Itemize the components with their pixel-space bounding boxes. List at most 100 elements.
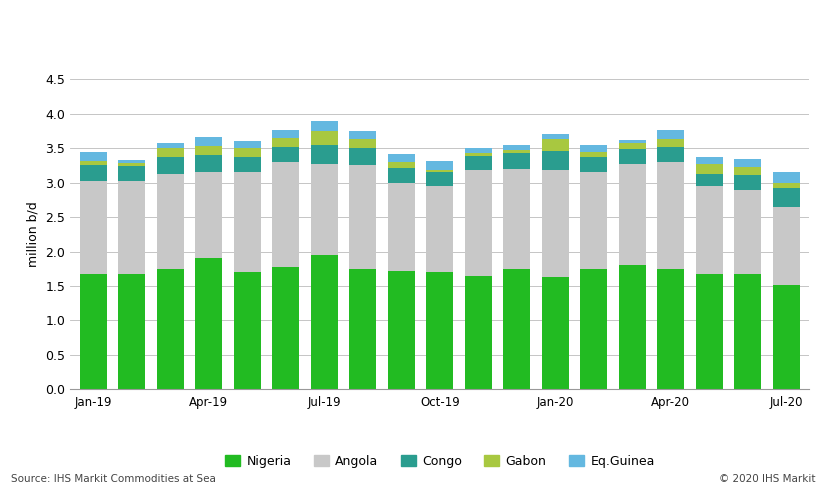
Bar bbox=[619, 149, 646, 164]
Bar bbox=[118, 182, 145, 274]
Bar bbox=[234, 173, 261, 272]
Bar bbox=[773, 183, 800, 187]
Bar bbox=[695, 174, 723, 186]
Bar bbox=[273, 129, 299, 138]
Y-axis label: million b/d: million b/d bbox=[26, 201, 40, 267]
Bar bbox=[195, 155, 222, 173]
Bar bbox=[734, 175, 762, 190]
Bar bbox=[695, 157, 723, 164]
Bar bbox=[465, 276, 491, 389]
Text: Source: IHS Markit Commodities at Sea: Source: IHS Markit Commodities at Sea bbox=[11, 474, 216, 484]
Bar bbox=[349, 166, 377, 269]
Bar bbox=[619, 265, 646, 389]
Bar bbox=[503, 269, 530, 389]
Bar bbox=[349, 148, 377, 166]
Bar bbox=[503, 150, 530, 153]
Bar bbox=[657, 162, 685, 269]
Bar bbox=[465, 148, 491, 153]
Bar bbox=[388, 183, 415, 271]
Bar bbox=[157, 269, 184, 389]
Bar bbox=[195, 173, 222, 258]
Bar bbox=[503, 145, 530, 150]
Bar bbox=[311, 145, 338, 164]
Bar bbox=[542, 138, 569, 151]
Bar bbox=[388, 162, 415, 168]
Bar bbox=[80, 274, 107, 389]
Bar bbox=[311, 131, 338, 145]
Bar bbox=[118, 163, 145, 166]
Bar bbox=[426, 272, 453, 389]
Bar bbox=[581, 152, 607, 157]
Bar bbox=[234, 272, 261, 389]
Bar bbox=[465, 153, 491, 156]
Bar bbox=[234, 148, 261, 157]
Bar bbox=[195, 258, 222, 389]
Bar bbox=[657, 269, 685, 389]
Bar bbox=[80, 161, 107, 166]
Bar bbox=[695, 164, 723, 174]
Text: © 2020 IHS Markit: © 2020 IHS Markit bbox=[719, 474, 815, 484]
Bar bbox=[619, 164, 646, 265]
Bar bbox=[195, 137, 222, 146]
Bar bbox=[581, 157, 607, 173]
Bar bbox=[426, 170, 453, 172]
Bar bbox=[773, 207, 800, 285]
Bar bbox=[773, 187, 800, 207]
Bar bbox=[195, 146, 222, 155]
Bar bbox=[542, 134, 569, 138]
Bar bbox=[619, 140, 646, 143]
Bar bbox=[734, 274, 762, 389]
Bar bbox=[426, 173, 453, 186]
Bar bbox=[734, 159, 762, 167]
Bar bbox=[80, 152, 107, 161]
Bar bbox=[273, 162, 299, 267]
Bar bbox=[157, 174, 184, 269]
Bar bbox=[581, 173, 607, 269]
Bar bbox=[657, 129, 685, 138]
Bar bbox=[581, 269, 607, 389]
Bar bbox=[273, 267, 299, 389]
Bar bbox=[542, 277, 569, 389]
Bar bbox=[734, 167, 762, 175]
Bar bbox=[311, 121, 338, 131]
Bar bbox=[234, 157, 261, 173]
Bar bbox=[426, 186, 453, 272]
Bar bbox=[118, 166, 145, 182]
Bar bbox=[157, 157, 184, 174]
Legend: Nigeria, Angola, Congo, Gabon, Eq.Guinea: Nigeria, Angola, Congo, Gabon, Eq.Guinea bbox=[220, 450, 660, 473]
Bar bbox=[349, 269, 377, 389]
Bar bbox=[465, 156, 491, 170]
Bar bbox=[503, 169, 530, 269]
Bar bbox=[695, 274, 723, 389]
Bar bbox=[388, 168, 415, 183]
Bar bbox=[426, 161, 453, 170]
Bar bbox=[349, 131, 377, 139]
Bar bbox=[657, 147, 685, 162]
Bar bbox=[80, 166, 107, 182]
Bar bbox=[157, 143, 184, 148]
Bar bbox=[619, 143, 646, 149]
Bar bbox=[503, 153, 530, 169]
Bar bbox=[80, 182, 107, 274]
Bar bbox=[388, 271, 415, 389]
Text: OPEC Crude Oil Shipments from West Africa: OPEC Crude Oil Shipments from West Afric… bbox=[11, 30, 441, 48]
Bar bbox=[542, 151, 569, 170]
Bar bbox=[157, 148, 184, 157]
Bar bbox=[234, 141, 261, 148]
Bar bbox=[695, 186, 723, 274]
Bar bbox=[388, 154, 415, 162]
Bar bbox=[118, 160, 145, 163]
Bar bbox=[734, 190, 762, 274]
Bar bbox=[657, 138, 685, 147]
Bar bbox=[465, 170, 491, 276]
Bar bbox=[773, 285, 800, 389]
Bar bbox=[273, 138, 299, 147]
Bar bbox=[311, 255, 338, 389]
Bar bbox=[773, 173, 800, 183]
Bar bbox=[118, 274, 145, 389]
Bar bbox=[349, 139, 377, 148]
Bar bbox=[273, 147, 299, 162]
Bar bbox=[581, 145, 607, 152]
Bar bbox=[542, 170, 569, 277]
Bar bbox=[311, 164, 338, 255]
